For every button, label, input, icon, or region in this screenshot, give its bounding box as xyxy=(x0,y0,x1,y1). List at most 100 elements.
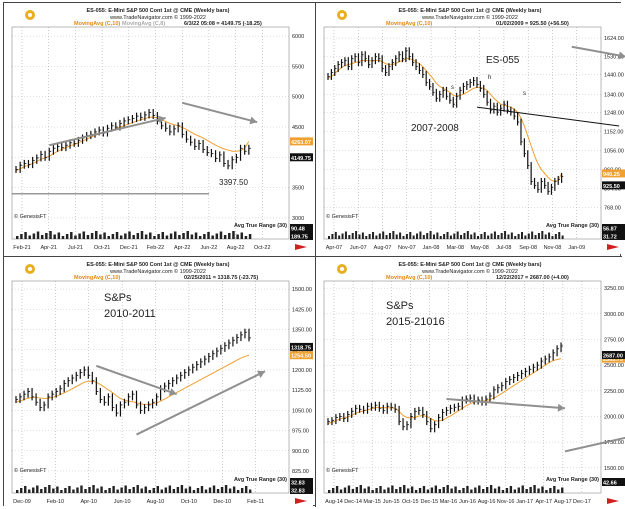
x-tick-label: Mar-08 xyxy=(447,245,464,251)
atr-bar xyxy=(412,235,415,239)
atr-bar xyxy=(88,487,91,493)
atr-bar xyxy=(429,231,432,239)
y-tick-label: 1248.00 xyxy=(604,111,624,117)
x-tick-label: Apr-21 xyxy=(40,245,57,251)
atr-bar xyxy=(480,234,483,239)
source-url: www.TradeNavigator.com © 1999-2022 xyxy=(109,14,206,21)
atr-bar xyxy=(529,487,532,493)
x-tick-label: Sep-08 xyxy=(519,245,537,251)
atr-bar xyxy=(527,233,530,239)
atr-bar xyxy=(103,232,106,239)
chart-svg: Dec-09 Feb-10 Apr-10 Jun-10 Aug-10 Oct-10 Dec-… xyxy=(11,262,313,505)
atr-value-tag: 42.66 xyxy=(603,481,617,487)
y-tick-label: 1350.00 xyxy=(292,328,312,334)
atr-bar xyxy=(20,488,23,493)
x-tick-label: Jul-08 xyxy=(496,245,511,251)
atr-bar xyxy=(403,485,406,493)
x-tick-label: Aug-17 xyxy=(554,499,572,505)
y-tick-label: 1056.00 xyxy=(604,149,624,155)
atr-bar xyxy=(111,234,115,239)
y-tick-label: 1750.00 xyxy=(604,440,624,446)
atr-bar xyxy=(409,232,412,239)
panel-divider-horizontal xyxy=(4,256,622,257)
y-tick-label: 1500.00 xyxy=(292,287,312,293)
atr-bar xyxy=(478,485,481,493)
last-price-tag-bg xyxy=(290,153,313,162)
atr-bar xyxy=(358,234,361,239)
atr-bar xyxy=(192,490,196,493)
x-tick-label: Feb-22 xyxy=(147,245,164,251)
atr-bar xyxy=(497,235,500,239)
y-tick-label: 1425.00 xyxy=(292,307,312,313)
atr-bar xyxy=(531,231,534,239)
atr-bar xyxy=(232,486,236,493)
atr-bar xyxy=(124,233,127,239)
x-tick-label: Aug-07 xyxy=(374,245,392,251)
atr-bar xyxy=(32,487,35,493)
x-tick-label: Oct-21 xyxy=(94,245,111,251)
chart-annotation: S&Ps xyxy=(386,300,414,312)
atr-bar xyxy=(548,232,551,239)
x-tick-label: Aug-14 xyxy=(325,499,343,505)
chart-title: ES-055: E-Mini S&P 500 Cont 1st @ CME (W… xyxy=(398,8,541,14)
atr-bar xyxy=(49,231,52,239)
atr-bar xyxy=(180,485,184,493)
atr-bar xyxy=(236,234,239,239)
atr-bar xyxy=(48,485,51,493)
scroll-right-arrow-icon xyxy=(295,244,307,250)
chart-panel-2015-2016: Aug-14 Dec-14 Mar-15 Jun-15 Oct-15 Dec-15 Mar-… xyxy=(316,257,625,508)
atr-bar xyxy=(486,487,489,493)
y-tick-label: 3000.00 xyxy=(604,312,624,318)
atr-bar xyxy=(84,489,87,493)
atr-value-tag-2-bg xyxy=(602,232,625,240)
x-tick-label: Mar-16 xyxy=(440,499,457,505)
y-tick-label: 768.00 xyxy=(604,206,621,212)
atr-bar xyxy=(115,232,119,239)
atr-bar xyxy=(240,488,244,493)
atr-bar xyxy=(541,231,544,239)
atr-bar xyxy=(116,489,119,493)
atr-bar xyxy=(56,486,59,493)
atr-bar xyxy=(132,487,135,493)
atr-bar xyxy=(190,234,194,239)
atr-bar xyxy=(497,486,501,493)
atr-bar xyxy=(223,235,227,239)
x-tick-label: Dec-15 xyxy=(420,499,438,505)
atr-bar xyxy=(194,232,198,239)
atr-bar xyxy=(388,233,391,239)
atr-bar xyxy=(507,234,510,239)
atr-bar xyxy=(196,488,200,493)
x-tick-label: Nov-07 xyxy=(398,245,416,251)
atr-bar xyxy=(545,490,548,493)
atr-bar xyxy=(36,231,40,239)
atr-value-tag-bg xyxy=(602,478,625,486)
atr-bar xyxy=(368,234,371,239)
atr-bar xyxy=(446,485,449,493)
atr-bar xyxy=(157,234,160,239)
atr-bar xyxy=(208,487,212,493)
atr-bar xyxy=(36,485,39,493)
atr-bar xyxy=(92,485,95,493)
chart-annotation: 2010-2011 xyxy=(104,308,156,320)
last-price-tag: 925.50 xyxy=(603,184,620,190)
atr-bar xyxy=(489,485,493,493)
y-tick-label: 3500 xyxy=(292,186,304,192)
atr-bar xyxy=(331,234,334,239)
chart-annotation: S&Ps xyxy=(104,292,132,304)
x-tick-label: Jan-08 xyxy=(423,245,440,251)
y-tick-label: 2750.00 xyxy=(604,338,624,344)
atr-bar xyxy=(387,487,390,493)
atr-bar xyxy=(476,236,480,239)
atr-bar xyxy=(450,488,453,493)
atr-bar xyxy=(140,488,143,493)
atr-bar xyxy=(74,235,77,239)
last-price-tag-bg xyxy=(602,181,625,190)
atr-bar xyxy=(80,485,83,493)
atr-label: Avg True Range (30) xyxy=(234,477,287,483)
atr-bar xyxy=(61,236,65,239)
atr-bar xyxy=(383,489,386,493)
atr-bar xyxy=(215,233,219,239)
chart-panel-2007-2008: Apr-07 Jun-07 Aug-07 Nov-07 Jan-08 Mar-08 May-… xyxy=(316,3,625,254)
atr-bar xyxy=(132,235,135,239)
atr-value-tag-2-bg xyxy=(290,232,313,240)
